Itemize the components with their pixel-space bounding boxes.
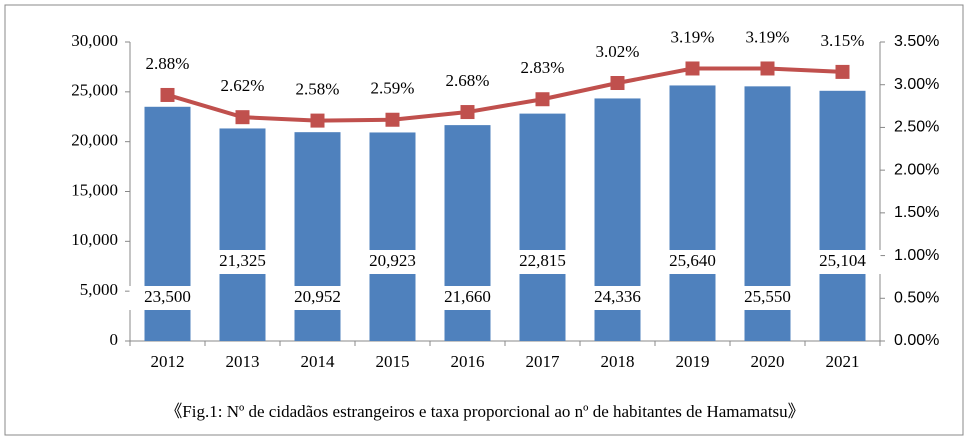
y-tick-label: 25,000 xyxy=(71,81,118,100)
bar xyxy=(819,90,866,341)
x-tick-label: 2012 xyxy=(151,352,185,371)
x-tick-label: 2014 xyxy=(301,352,336,371)
bar-value-label: 21,660 xyxy=(444,287,491,306)
line-marker xyxy=(535,92,550,107)
y2-tick-label sans: 2.00% xyxy=(894,161,939,178)
line-value-label: 3.19% xyxy=(671,27,715,46)
bar xyxy=(369,132,416,341)
line-value-label: 3.02% xyxy=(596,42,640,61)
x-tick-label: 2021 xyxy=(826,352,860,371)
x-tick-label: 2013 xyxy=(226,352,260,371)
x-tick-label: 2020 xyxy=(751,352,785,371)
bar-value-label: 20,923 xyxy=(369,251,416,270)
y2-tick-label sans: 1.50% xyxy=(894,204,939,221)
y-tick-label: 30,000 xyxy=(71,31,118,50)
bar-value-label: 22,815 xyxy=(519,251,566,270)
y2-tick-label sans: 2.50% xyxy=(894,119,939,136)
line-marker xyxy=(385,112,400,127)
y2-tick-label sans: 3.50% xyxy=(894,33,939,50)
line-marker xyxy=(310,113,325,128)
x-tick-label: 2016 xyxy=(451,352,485,371)
line-value-label: 2.83% xyxy=(521,58,565,77)
label-bg xyxy=(504,250,581,274)
line-marker xyxy=(160,87,175,102)
bar xyxy=(669,85,716,341)
bar xyxy=(219,128,266,341)
x-tick-label: 2017 xyxy=(526,352,561,371)
bar-value-label: 24,336 xyxy=(594,287,641,306)
line-value-label: 3.15% xyxy=(821,31,865,50)
bar-value-label: 25,550 xyxy=(744,287,791,306)
label-bg xyxy=(579,286,656,310)
line-value-label: 2.68% xyxy=(446,71,490,90)
label-bg xyxy=(429,286,506,310)
line-marker xyxy=(235,110,250,125)
bar-value-label: 20,952 xyxy=(294,287,341,306)
y-tick-label: 10,000 xyxy=(71,230,118,249)
y-tick-label: 0 xyxy=(110,330,119,349)
label-bg xyxy=(804,250,881,274)
y2-tick-label sans: 0.00% xyxy=(894,332,939,349)
line-marker xyxy=(835,64,850,79)
label-bg xyxy=(729,286,806,310)
y2-tick-label sans: 1.00% xyxy=(894,247,939,264)
x-tick-label: 2018 xyxy=(601,352,635,371)
line xyxy=(166,66,843,123)
y-tick-label: 5,000 xyxy=(80,280,118,299)
bar-value-label: 23,500 xyxy=(144,287,191,306)
line-value-label: 2.59% xyxy=(371,79,415,98)
x-tick-label: 2019 xyxy=(676,352,710,371)
label-bg xyxy=(204,250,281,274)
x-tick-label: 2015 xyxy=(376,352,410,371)
y2-tick-label sans: 3.00% xyxy=(894,76,939,93)
line-marker xyxy=(685,61,700,76)
line-marker xyxy=(610,76,625,91)
bar-value-label: 25,640 xyxy=(669,251,716,270)
label-bg xyxy=(654,250,731,274)
line-value-label: 2.58% xyxy=(296,80,340,99)
label-bg xyxy=(354,250,431,274)
y-tick-label: 20,000 xyxy=(71,131,118,150)
caption: 《Fig.1: Nº de cidadãos estrangeiros e ta… xyxy=(165,402,804,421)
y2-tick-label sans: 0.50% xyxy=(894,290,939,307)
line-value-label: 2.88% xyxy=(146,54,190,73)
bar xyxy=(519,113,566,341)
line-marker xyxy=(460,105,475,120)
line-value-label: 3.19% xyxy=(746,27,790,46)
label-bg xyxy=(129,286,206,310)
bar-value-label: 25,104 xyxy=(819,251,866,270)
line-value-label: 2.62% xyxy=(221,76,265,95)
y-tick-label: 15,000 xyxy=(71,180,118,199)
bar-value-label: 21,325 xyxy=(219,251,266,270)
label-bg xyxy=(279,286,356,310)
line-marker xyxy=(760,61,775,76)
